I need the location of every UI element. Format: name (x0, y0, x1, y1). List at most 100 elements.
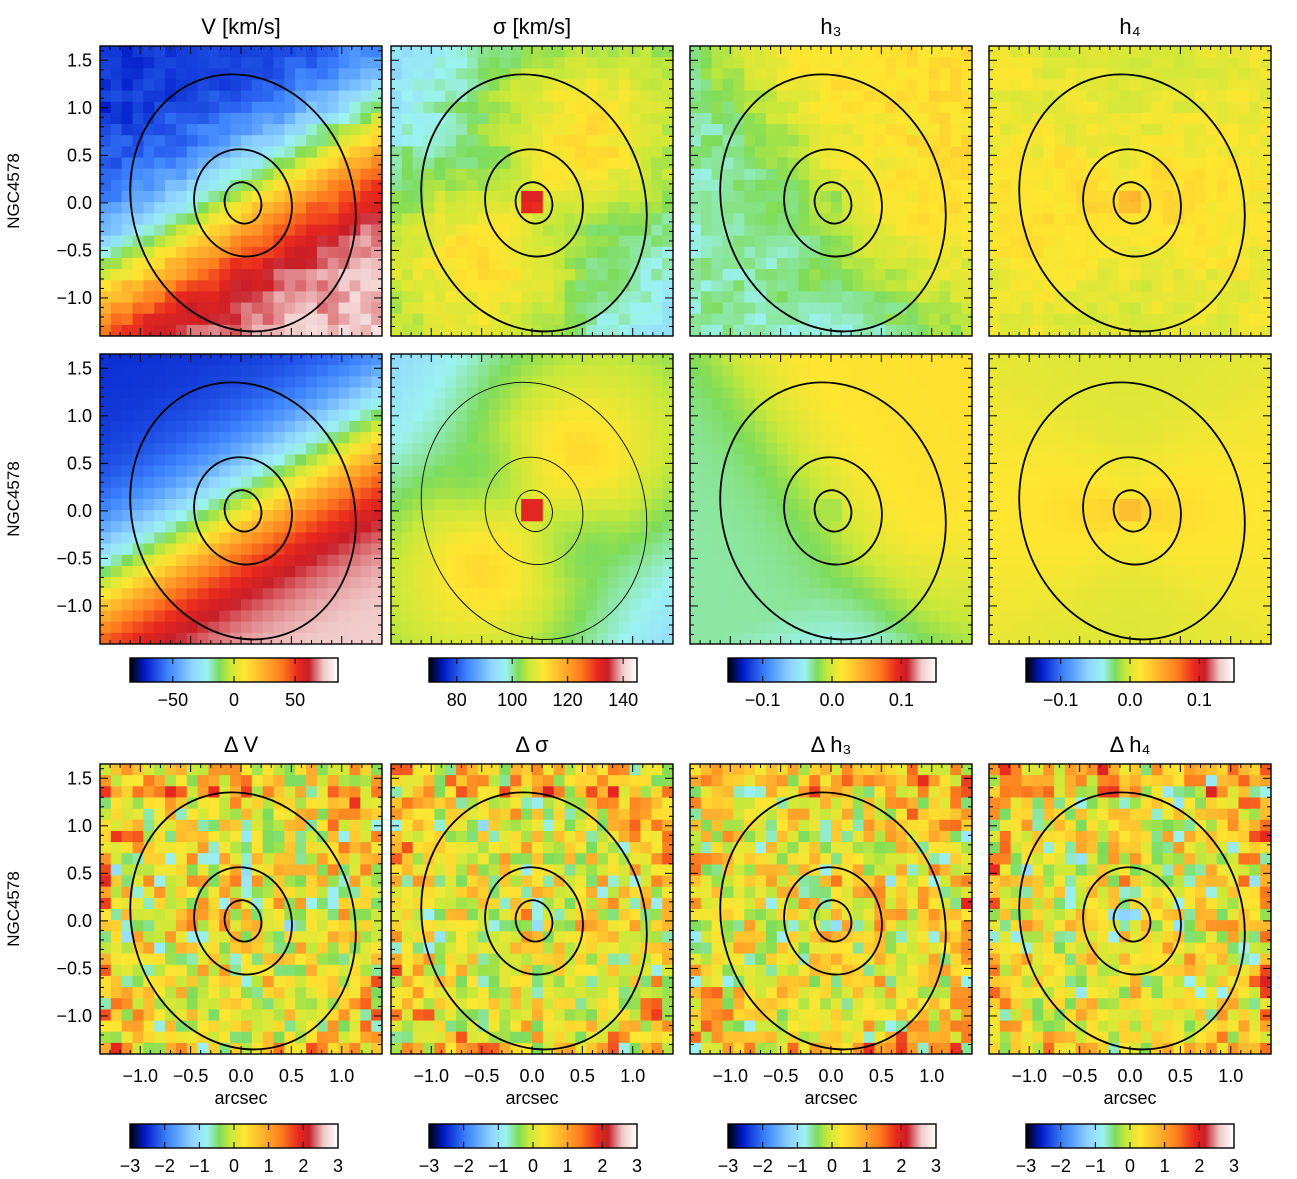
map-cell (371, 554, 382, 567)
map-cell (1151, 157, 1164, 170)
map-cell (477, 213, 490, 226)
map-cell (121, 420, 134, 433)
map-cell (230, 387, 242, 400)
map-cell (553, 409, 566, 422)
map-cell (499, 565, 511, 578)
map-cell (906, 90, 919, 103)
map-cell (110, 454, 123, 467)
map-cell (1260, 280, 1271, 292)
map-cell (542, 269, 555, 281)
map-cell (1010, 79, 1023, 92)
map-cell (1032, 135, 1044, 147)
map-cell (1205, 269, 1218, 281)
map-cell (423, 499, 435, 511)
map-cell (262, 510, 275, 522)
map-cell (186, 577, 199, 589)
map-cell (273, 280, 285, 292)
map-cell (722, 610, 734, 623)
map-cell (863, 280, 875, 292)
map-cell (401, 443, 414, 455)
map-cell (306, 224, 318, 237)
map-cell (690, 90, 702, 103)
map-cell (542, 124, 555, 136)
map-cell (744, 354, 756, 366)
map-cell (700, 168, 713, 181)
map-cell (360, 57, 372, 69)
map-cell (284, 365, 296, 377)
map-cell (629, 398, 642, 411)
map-cell (744, 112, 756, 125)
map-cell (1216, 224, 1229, 237)
map-cell (662, 588, 673, 600)
map-cell (371, 543, 382, 556)
map-cell (360, 101, 372, 114)
map-cell (1086, 101, 1099, 114)
map-cell (186, 354, 199, 366)
map-cell (175, 454, 188, 467)
map-cell (640, 376, 652, 389)
map-cell (1054, 191, 1066, 203)
map-cell (154, 432, 166, 444)
map-cell (412, 487, 425, 500)
map-cell (434, 324, 446, 336)
map-cell (423, 443, 435, 455)
map-cell (284, 487, 296, 500)
map-cell (1064, 213, 1077, 226)
map-cell (939, 168, 951, 181)
map-cell (575, 146, 587, 159)
map-cell (1249, 79, 1261, 92)
map-cell (744, 510, 756, 522)
map-cell (208, 46, 220, 58)
map-cell (1043, 235, 1055, 248)
map-cell (412, 354, 425, 366)
map-cell (700, 179, 713, 192)
map-cell (401, 235, 414, 248)
map-cell (412, 191, 425, 203)
map-cell (1140, 246, 1153, 259)
map-cell (1108, 257, 1120, 270)
map-cell (100, 521, 112, 534)
map-cell (1108, 224, 1120, 237)
map-cell (1119, 168, 1131, 181)
map-cell (477, 376, 490, 389)
map-cell (197, 313, 210, 326)
map-cell (306, 157, 318, 170)
map-cell (273, 588, 285, 600)
map-cell (295, 387, 307, 400)
map-cell (575, 191, 587, 203)
map-cell (765, 57, 778, 69)
map-cell (219, 112, 231, 125)
map-cell (1130, 191, 1142, 203)
map-cell (401, 191, 414, 203)
map-cell (733, 387, 745, 400)
map-cell (316, 269, 329, 281)
map-cell (510, 257, 522, 270)
map-cell (349, 476, 361, 489)
map-cell (412, 454, 425, 467)
map-cell (1173, 280, 1185, 292)
map-cell (575, 112, 587, 125)
map-cell (575, 532, 587, 545)
map-cell (841, 157, 854, 170)
map-cell (154, 269, 166, 281)
map-cell (510, 224, 522, 237)
map-cell (733, 365, 745, 377)
map-cell (651, 213, 663, 226)
map-cell (798, 135, 810, 147)
map-cell (662, 246, 673, 259)
map-cell (110, 387, 123, 400)
map-cell (230, 101, 242, 114)
map-cell (466, 57, 479, 69)
map-cell (499, 510, 511, 522)
map-cell (132, 302, 144, 315)
map-cell (690, 168, 702, 181)
map-cell (1140, 157, 1153, 170)
map-cell (1238, 101, 1250, 114)
map-cell (999, 179, 1012, 192)
map-cell (521, 521, 533, 534)
map-cells (690, 354, 972, 644)
map-cell (733, 510, 745, 522)
map-cell (175, 313, 188, 326)
map-cell (651, 269, 663, 281)
map-panel-h3-data: h₃ (689, 14, 973, 337)
